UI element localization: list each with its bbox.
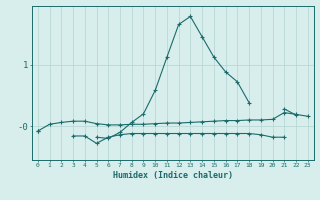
X-axis label: Humidex (Indice chaleur): Humidex (Indice chaleur) [113,171,233,180]
